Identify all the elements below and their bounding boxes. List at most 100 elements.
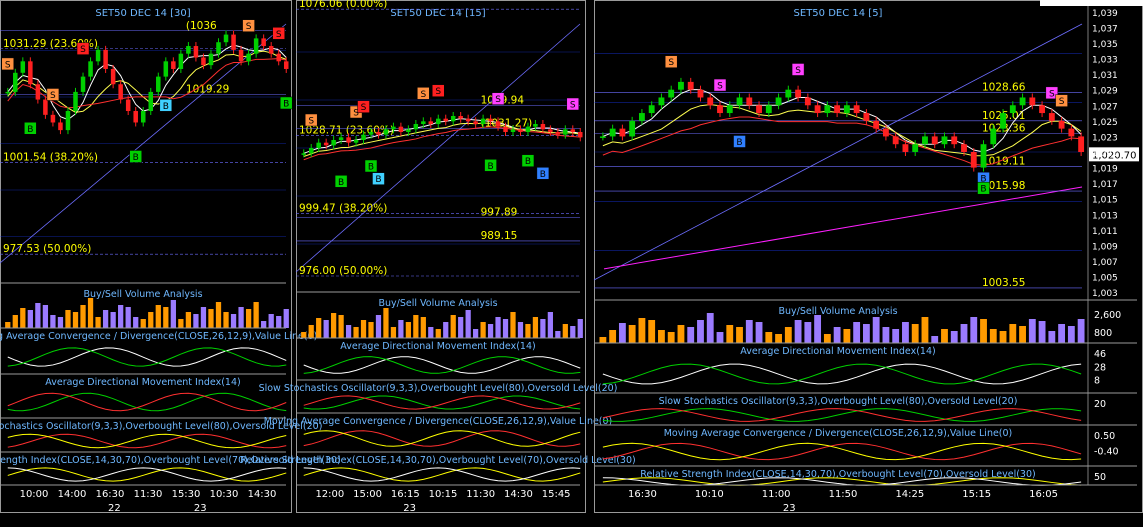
candle-body	[990, 128, 997, 145]
price-axis-tick: 1,033	[1092, 56, 1118, 66]
volume-bar	[193, 314, 199, 328]
candle-body	[428, 121, 434, 124]
volume-bar	[510, 312, 516, 338]
candle-body	[1048, 113, 1055, 121]
price-label: (1031.27)	[481, 118, 533, 130]
time-axis-tick: 16:15	[391, 489, 420, 500]
volume-bar	[599, 337, 607, 343]
signal-marker	[46, 88, 60, 101]
time-axis-tick: 14:00	[58, 489, 87, 500]
time-axis-tick: 14:30	[248, 489, 277, 500]
time-axis-tick: 15:45	[542, 489, 571, 500]
signal-marker	[372, 172, 385, 185]
indicator-line	[7, 467, 287, 482]
volume-bar	[245, 309, 252, 328]
volume-bar	[57, 317, 64, 328]
price-axis-tick: 1,039	[1092, 9, 1118, 19]
indicator-line	[602, 408, 1082, 422]
time-axis-tick: 14:30	[504, 489, 533, 500]
volume-bar	[178, 319, 184, 328]
candle-body	[118, 84, 123, 100]
time-axis-tick: 11:50	[829, 489, 858, 500]
volume-bar	[1058, 324, 1066, 343]
candle-body	[231, 34, 236, 50]
volume-bar	[638, 318, 646, 343]
candle-body	[178, 53, 184, 69]
candle-body	[570, 129, 576, 132]
indicator-title: Slow Stochastics Oscillator(9,3,3),Overb…	[0, 421, 322, 432]
time-axis-tick: 11:30	[466, 489, 495, 500]
time-axis-tick: 16:30	[628, 489, 657, 500]
price-axis-tick: 1,003	[1092, 289, 1118, 299]
volume-bar	[736, 327, 743, 343]
indicator-title: Average Directional Movement Index(14)	[340, 341, 535, 352]
volume-bar	[133, 317, 139, 328]
volume-bar	[450, 315, 456, 338]
candle-body	[13, 72, 18, 92]
candle-body	[658, 97, 665, 106]
volume-bar	[814, 315, 822, 343]
signal-marker	[357, 100, 370, 113]
candle-body	[746, 97, 753, 106]
chart-panel-p5: SET50 DEC 14 [5]1028.661025.011023.36101…	[593, 0, 1143, 514]
signal-label: S	[361, 103, 367, 113]
price-label: 1015.98	[982, 180, 1025, 192]
indicator-title: Buy/Sell Volume Analysis	[778, 306, 897, 317]
candle-body	[223, 34, 229, 43]
price-axis-tick: 1,021	[1092, 149, 1118, 159]
candle-body	[331, 140, 336, 146]
candle-body	[156, 76, 161, 92]
volume-bar	[755, 322, 763, 343]
signal-label: B	[368, 163, 374, 173]
volume-bar	[502, 319, 509, 338]
price-axis-tick: 1,023	[1092, 133, 1118, 143]
volume-bar	[911, 324, 919, 343]
volume-bar	[562, 324, 568, 338]
volume-bar	[458, 317, 464, 338]
candle-body	[525, 126, 531, 132]
volume-bar	[532, 317, 539, 338]
price-axis-tick: 1,017	[1092, 180, 1118, 190]
trend-line	[0, 23, 287, 264]
volume-bar	[360, 320, 367, 338]
volume-bar	[170, 300, 176, 328]
signal-label: B	[338, 178, 344, 188]
volume-bar	[87, 298, 94, 328]
volume-bar	[283, 309, 289, 328]
candle-body	[88, 61, 93, 77]
day-axis-tick: 22	[108, 503, 121, 514]
price-axis-tick: 1,005	[1092, 274, 1118, 284]
indicator-line	[602, 363, 1082, 385]
volume-bar	[375, 315, 382, 338]
day-axis-tick: 23	[194, 503, 207, 514]
volume-bar	[435, 329, 441, 338]
candle-body	[171, 61, 176, 69]
indicator-line	[7, 467, 287, 482]
volume-bar	[882, 327, 890, 343]
volume-bar	[931, 336, 939, 343]
candle-body	[95, 49, 101, 62]
candle-body	[609, 128, 616, 137]
volume-bar	[525, 324, 531, 338]
price-axis-tick: 1,025	[1092, 118, 1118, 128]
candle-body	[201, 57, 206, 66]
price-axis-tick: 1,035	[1092, 40, 1118, 50]
indicator-axis-tick: 0.50	[1094, 431, 1115, 442]
candle-body	[1029, 97, 1036, 106]
volume-bar	[200, 307, 207, 328]
volume-bar	[316, 318, 322, 338]
candle-body	[970, 152, 977, 168]
signal-label: S	[1049, 89, 1055, 99]
candle-body	[268, 46, 274, 54]
volume-bar	[413, 315, 419, 338]
time-axis-tick: 12:00	[315, 489, 344, 500]
time-axis-tick: 10:30	[210, 489, 239, 500]
candle-body	[902, 144, 909, 152]
candle-body	[43, 99, 48, 115]
candle-body	[406, 129, 411, 132]
time-axis-tick: 15:30	[172, 489, 201, 500]
volume-bar	[517, 322, 524, 338]
candle-body	[301, 153, 306, 155]
signal-marker	[566, 97, 580, 111]
day-axis-tick: 23	[783, 503, 796, 514]
